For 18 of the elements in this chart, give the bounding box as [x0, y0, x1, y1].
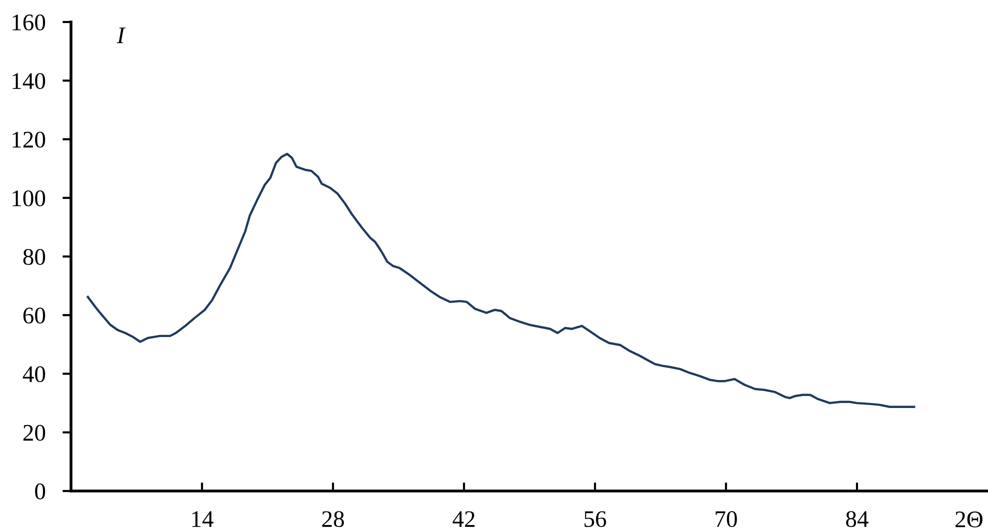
line-series	[86, 152, 916, 408]
x-tick-label: 42	[452, 511, 475, 527]
x-tick-label: 56	[584, 511, 606, 528]
x-tick-label: 84	[846, 511, 868, 528]
y-tick-label: 60	[23, 308, 46, 324]
y-tick-label: 100	[12, 190, 46, 206]
y-tick-label: 140	[12, 73, 46, 90]
y-tick-label: 120	[12, 132, 46, 148]
y-tick-label: 160	[12, 14, 46, 30]
y-tick-label: 40	[22, 366, 46, 382]
y-tick-label: 20	[23, 424, 46, 441]
x-axis-title: 2Θ	[956, 512, 982, 528]
x-tick-label: 70	[716, 511, 737, 528]
y-axis-title: I	[116, 28, 126, 44]
x-tick-label: 14	[192, 511, 214, 527]
x-tick-label: 28	[322, 511, 344, 528]
y-tick-label: 80	[23, 248, 46, 265]
y-tick-label: 0	[35, 483, 46, 500]
